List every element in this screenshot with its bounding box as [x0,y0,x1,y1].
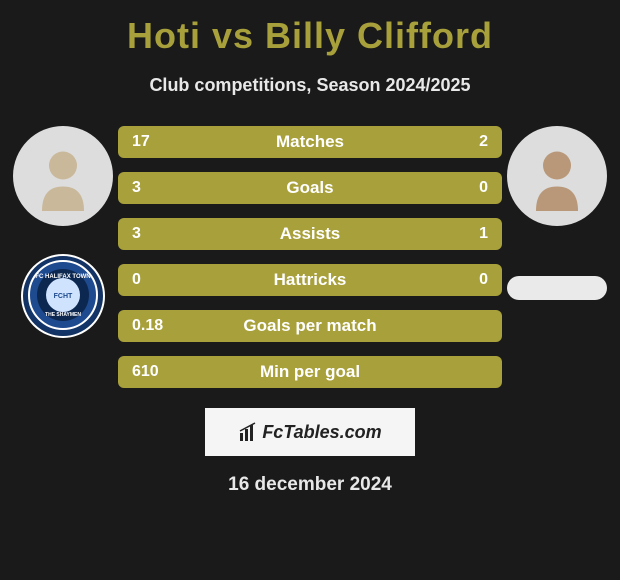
left-club-label: FC HALIFAX TOWN THE SHAYMEN FCHT [26,258,100,335]
person-icon [522,141,592,211]
stat-right-value: 2 [428,133,488,151]
stat-row: 610 Min per goal [118,356,502,388]
branding-badge: FcTables.com [205,408,415,456]
stat-label: Goals per match [192,316,428,336]
stat-left-value: 3 [132,179,192,197]
stat-label: Hattricks [192,270,428,290]
left-club-badge: FC HALIFAX TOWN THE SHAYMEN FCHT [21,254,105,338]
shield-icon: FC HALIFAX TOWN THE SHAYMEN FCHT [26,258,100,332]
page-title: Hoti vs Billy Clifford [0,15,620,57]
person-icon [28,141,98,211]
date-label: 16 december 2024 [0,474,620,496]
branding-text: FcTables.com [262,422,381,443]
svg-text:FCHT: FCHT [54,293,73,300]
right-club-badge [507,276,607,300]
stat-left-value: 17 [132,133,192,151]
right-player-column [502,126,612,388]
stat-label: Matches [192,132,428,152]
stat-left-value: 610 [132,363,192,381]
svg-text:THE SHAYMEN: THE SHAYMEN [45,312,81,318]
stats-column: 17 Matches 2 3 Goals 0 3 Assists 1 0 Hat… [118,126,502,388]
stat-row: 17 Matches 2 [118,126,502,158]
stat-label: Min per goal [192,362,428,382]
subtitle: Club competitions, Season 2024/2025 [0,75,620,96]
comparison-area: FC HALIFAX TOWN THE SHAYMEN FCHT 17 Matc… [0,126,620,388]
chart-icon [238,421,260,443]
stat-label: Assists [192,224,428,244]
stat-right-value: 0 [428,271,488,289]
stat-left-value: 0 [132,271,192,289]
stat-left-value: 0.18 [132,317,192,335]
stat-row: 0 Hattricks 0 [118,264,502,296]
stat-row: 3 Goals 0 [118,172,502,204]
stat-row: 0.18 Goals per match [118,310,502,342]
left-player-column: FC HALIFAX TOWN THE SHAYMEN FCHT [8,126,118,388]
stat-label: Goals [192,178,428,198]
left-player-avatar [13,126,113,226]
svg-text:FC HALIFAX TOWN: FC HALIFAX TOWN [35,274,90,280]
stat-left-value: 3 [132,225,192,243]
stat-right-value: 0 [428,179,488,197]
stat-row: 3 Assists 1 [118,218,502,250]
comparison-card: Hoti vs Billy Clifford Club competitions… [0,0,620,506]
stat-right-value: 1 [428,225,488,243]
right-player-avatar [507,126,607,226]
